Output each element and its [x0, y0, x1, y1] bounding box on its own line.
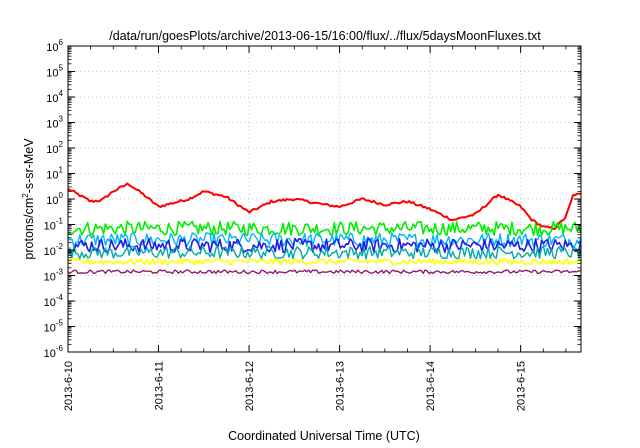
series-line [67, 220, 582, 237]
y-tick-base: 10 [44, 246, 56, 258]
y-tick-label: 10-2 [44, 242, 64, 258]
y-axis-label-part: protons/cm [22, 198, 36, 260]
y-tick-label: 10-6 [44, 344, 64, 360]
x-tick-label: 2013-6-12 [244, 361, 256, 411]
y-tick-label: 101 [46, 166, 63, 182]
y-tick-exponent: 2 [59, 140, 64, 149]
chart-title: /data/run/goesPlots/archive/2013-06-15/1… [109, 29, 541, 43]
y-axis-label-superscript: 2 [21, 193, 30, 198]
y-tick-label: 10-5 [44, 319, 64, 335]
y-tick-exponent: 6 [59, 38, 64, 47]
y-tick-base: 10 [44, 348, 56, 360]
y-tick-exponent: -2 [56, 242, 64, 251]
y-tick-exponent: -1 [56, 217, 64, 226]
x-tick-label: 2013-6-13 [335, 361, 347, 411]
y-tick-exponent: 1 [59, 166, 64, 175]
y-tick-exponent: 5 [59, 64, 64, 73]
y-tick-exponent: -5 [56, 319, 64, 328]
x-tick-label: 2013-6-10 [63, 361, 75, 411]
y-tick-exponent: 0 [59, 191, 64, 200]
x-tick-label: 2013-6-11 [154, 361, 166, 410]
y-tick-base: 10 [46, 144, 58, 156]
y-tick-base: 10 [44, 272, 56, 284]
y-tick-base: 10 [46, 93, 58, 105]
y-tick-label: 10-4 [44, 293, 64, 309]
y-tick-base: 10 [46, 42, 58, 54]
y-tick-label: 106 [46, 38, 63, 54]
y-tick-base: 10 [44, 221, 56, 233]
y-axis-label-part: -s-sr-MeV [22, 138, 36, 194]
y-tick-exponent: -6 [56, 344, 64, 353]
x-tick-label: 2013-6-14 [425, 361, 437, 411]
y-tick-base: 10 [46, 119, 58, 131]
ticks [67, 45, 581, 353]
y-tick-label: 104 [46, 89, 63, 105]
x-tick-label: 2013-6-15 [516, 361, 528, 411]
y-tick-label: 10-1 [44, 217, 64, 233]
y-tick-base: 10 [46, 170, 58, 182]
series-group [67, 182, 582, 275]
series-line [67, 257, 582, 266]
series-line [67, 232, 582, 248]
y-tick-label: 102 [46, 140, 63, 156]
y-tick-exponent: -3 [56, 268, 64, 277]
y-tick-exponent: 3 [59, 115, 64, 124]
y-tick-exponent: 4 [59, 89, 64, 98]
series-line [67, 245, 582, 260]
y-tick-base: 10 [46, 195, 58, 207]
y-tick-exponent: -4 [56, 293, 64, 302]
y-tick-base: 10 [46, 68, 58, 80]
y-axis-label: protons/cm2-s-sr-MeV [21, 138, 36, 260]
y-tick-label: 100 [46, 191, 63, 207]
gridlines [68, 46, 581, 352]
series-line [67, 269, 582, 275]
series-line [67, 237, 582, 254]
x-tick-labels: 2013-6-10 2013-6-11 2013-6-12 2013-6-13 2013… [63, 361, 528, 411]
y-tick-label: 10-3 [44, 268, 64, 284]
x-axis-label: Coordinated Universal Time (UTC) [228, 429, 420, 443]
y-tick-base: 10 [44, 297, 56, 309]
y-tick-label: 105 [46, 64, 63, 80]
y-tick-label: 103 [46, 115, 63, 131]
y-tick-labels: 10-610-510-410-310-210-11001011021031041… [44, 38, 64, 360]
series-line [67, 182, 582, 231]
y-tick-base: 10 [44, 323, 56, 335]
